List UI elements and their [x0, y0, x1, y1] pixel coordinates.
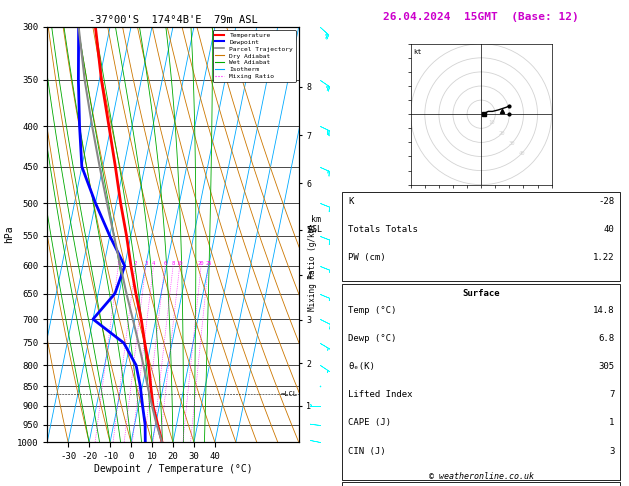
Y-axis label: hPa: hPa	[4, 226, 14, 243]
X-axis label: Dewpoint / Temperature (°C): Dewpoint / Temperature (°C)	[94, 464, 252, 474]
Text: Dewp (°C): Dewp (°C)	[348, 334, 396, 343]
Text: 4: 4	[152, 261, 155, 266]
Text: 6: 6	[163, 261, 167, 266]
Text: Lifted Index: Lifted Index	[348, 390, 413, 399]
Text: kt: kt	[413, 50, 422, 55]
Title: -37°00'S  174°4B'E  79m ASL: -37°00'S 174°4B'E 79m ASL	[89, 15, 257, 25]
Text: 40: 40	[604, 225, 615, 234]
Text: © weatheronline.co.uk: © weatheronline.co.uk	[429, 472, 533, 481]
Text: Temp (°C): Temp (°C)	[348, 306, 396, 315]
Text: 10: 10	[176, 261, 183, 266]
Bar	[342, 482, 620, 486]
Text: 2: 2	[133, 261, 137, 266]
Text: 25: 25	[205, 261, 211, 266]
Text: 20: 20	[498, 131, 504, 136]
Text: CIN (J): CIN (J)	[348, 447, 386, 456]
Text: 8: 8	[172, 261, 175, 266]
Text: CAPE (J): CAPE (J)	[348, 418, 391, 428]
Text: =LCL: =LCL	[281, 391, 298, 397]
Text: 1.22: 1.22	[593, 253, 615, 262]
Legend: Temperature, Dewpoint, Parcel Trajectory, Dry Adiabat, Wet Adiabat, Isotherm, Mi: Temperature, Dewpoint, Parcel Trajectory…	[213, 30, 296, 82]
Text: 305: 305	[598, 362, 615, 371]
Text: 40: 40	[518, 151, 525, 156]
Text: 26.04.2024  15GMT  (Base: 12): 26.04.2024 15GMT (Base: 12)	[383, 12, 579, 22]
Text: 1: 1	[609, 418, 615, 428]
Text: 30: 30	[508, 140, 515, 146]
Text: θₑ(K): θₑ(K)	[348, 362, 375, 371]
Text: K: K	[348, 197, 353, 206]
Text: PW (cm): PW (cm)	[348, 253, 386, 262]
Text: 20: 20	[198, 261, 204, 266]
Text: 7: 7	[609, 390, 615, 399]
Text: Surface: Surface	[462, 289, 500, 298]
Text: Totals Totals: Totals Totals	[348, 225, 418, 234]
Text: 3: 3	[144, 261, 147, 266]
Y-axis label: km
ASL: km ASL	[308, 215, 323, 235]
Text: 6.8: 6.8	[598, 334, 615, 343]
Text: 1: 1	[116, 261, 120, 266]
Text: -28: -28	[598, 197, 615, 206]
Text: Mixing Ratio (g/kg): Mixing Ratio (g/kg)	[308, 224, 317, 311]
Text: 10: 10	[488, 121, 494, 125]
Bar	[342, 284, 620, 480]
Text: 3: 3	[609, 447, 615, 456]
Bar	[342, 192, 620, 281]
Text: 14.8: 14.8	[593, 306, 615, 315]
